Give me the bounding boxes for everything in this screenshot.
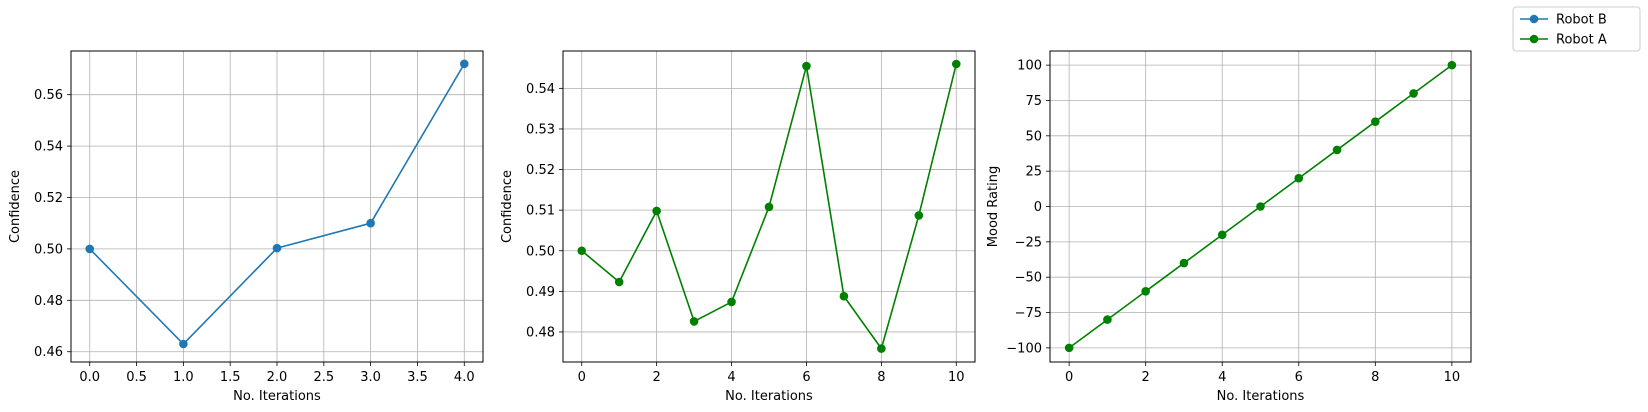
x-tick-label: 0	[1065, 370, 1073, 385]
y-tick-label: −75	[1015, 306, 1042, 321]
data-point	[839, 291, 849, 301]
y-tick-label: 0.54	[526, 82, 555, 97]
y-tick-label: 0.48	[34, 294, 63, 309]
y-tick-label: 0.46	[34, 345, 63, 360]
y-tick-label: 0.52	[34, 191, 63, 206]
x-tick-label: 2.0	[267, 370, 288, 385]
x-tick-label: 1.0	[173, 370, 194, 385]
data-point	[614, 277, 624, 287]
y-tick-label: 25	[1025, 165, 1042, 180]
x-axis-label: No. Iterations	[233, 389, 321, 404]
x-tick-label: 4	[1218, 370, 1226, 385]
x-tick-label: 3.5	[407, 370, 428, 385]
x-tick-label: 6	[1295, 370, 1303, 385]
x-tick-label: 10	[948, 370, 965, 385]
y-tick-label: −25	[1015, 235, 1042, 250]
data-point	[1294, 173, 1304, 183]
legend-marker	[1529, 34, 1539, 44]
x-tick-label: 8	[1371, 370, 1379, 385]
x-tick-label: 10	[1444, 370, 1461, 385]
x-tick-label: 4	[727, 370, 735, 385]
y-axis-label: Mood Rating	[986, 166, 1001, 247]
chart-panel-2: 0 2 4 6 8 10 0.48 0.49 0.50 0.51 0.52 0.53 0.54 No. I…	[500, 50, 976, 404]
data-point	[652, 206, 661, 216]
y-tick-label: −50	[1015, 271, 1042, 286]
data-point	[727, 297, 736, 307]
plot-frame	[1049, 50, 1472, 363]
data-point	[179, 339, 188, 349]
y-tick-label: 0.56	[34, 88, 63, 103]
data-point	[1371, 117, 1380, 126]
y-tick-label: 0.50	[526, 244, 555, 259]
data-point	[764, 202, 774, 212]
y-tick-label: 0.53	[526, 122, 555, 137]
data-point	[1064, 343, 1074, 353]
legend-box	[1512, 6, 1641, 52]
data-point	[1179, 258, 1189, 268]
chart-panel-1: 0.0 0.5 1.0 1.5 2.0 2.5 3.0 3.5 4.0 0.46 0.48 0.50 0…	[8, 50, 484, 404]
y-tick-label: 0.50	[34, 242, 63, 257]
data-point	[877, 344, 886, 353]
data-point	[85, 244, 95, 254]
y-tick-label: −100	[1006, 341, 1042, 356]
x-tick-label: 3.0	[360, 370, 381, 385]
data-point	[577, 246, 587, 256]
x-tick-label: 2	[1142, 370, 1150, 385]
y-tick-label: 0	[1034, 200, 1042, 215]
x-tick-label: 2	[652, 370, 660, 385]
x-axis-label: No. Iterations	[1217, 389, 1305, 404]
data-point	[1256, 202, 1265, 211]
data-point	[689, 317, 699, 326]
legend-label: Robot A	[1556, 33, 1607, 48]
x-tick-label: 0	[578, 370, 586, 385]
x-tick-label: 2.5	[313, 370, 334, 385]
legend-marker	[1529, 14, 1539, 24]
y-tick-label: 0.51	[526, 204, 555, 219]
y-tick-label: 100	[1017, 59, 1042, 74]
data-point	[951, 59, 961, 69]
y-tick-label: 0.48	[526, 325, 555, 340]
legend: Robot B Robot A	[1512, 6, 1641, 52]
data-point	[1103, 315, 1112, 324]
y-tick-label: 0.49	[526, 285, 555, 300]
data-point	[1332, 145, 1342, 155]
y-axis-label: Confidence	[500, 170, 515, 243]
legend-label: Robot B	[1556, 13, 1607, 28]
x-tick-label: 0.0	[79, 370, 100, 385]
data-point	[802, 61, 811, 71]
y-tick-label: 0.52	[526, 163, 555, 178]
plot-frame	[562, 50, 976, 363]
x-tick-label: 8	[877, 370, 885, 385]
data-point	[1409, 89, 1418, 98]
data-point	[459, 59, 469, 69]
chart-panel-3: 0 2 4 6 8 10 −100 −75 −50 −25 0 25 50 75 100 No. Iterat…	[986, 50, 1472, 404]
x-tick-label: 6	[802, 370, 810, 385]
y-tick-label: 50	[1025, 129, 1042, 144]
x-tick-label: 4.0	[454, 370, 475, 385]
y-axis-label: Confidence	[8, 170, 23, 243]
data-point	[1447, 60, 1457, 70]
data-point	[914, 211, 924, 220]
y-tick-label: 0.54	[34, 140, 63, 155]
x-axis-label: No. Iterations	[725, 389, 813, 404]
y-tick-label: 75	[1025, 94, 1042, 109]
data-point	[1141, 287, 1150, 296]
plot-frame	[70, 50, 484, 363]
data-point	[272, 243, 282, 253]
data-point	[366, 218, 375, 228]
x-tick-label: 0.5	[126, 370, 147, 385]
data-point	[1217, 230, 1227, 240]
x-tick-label: 1.5	[220, 370, 241, 385]
